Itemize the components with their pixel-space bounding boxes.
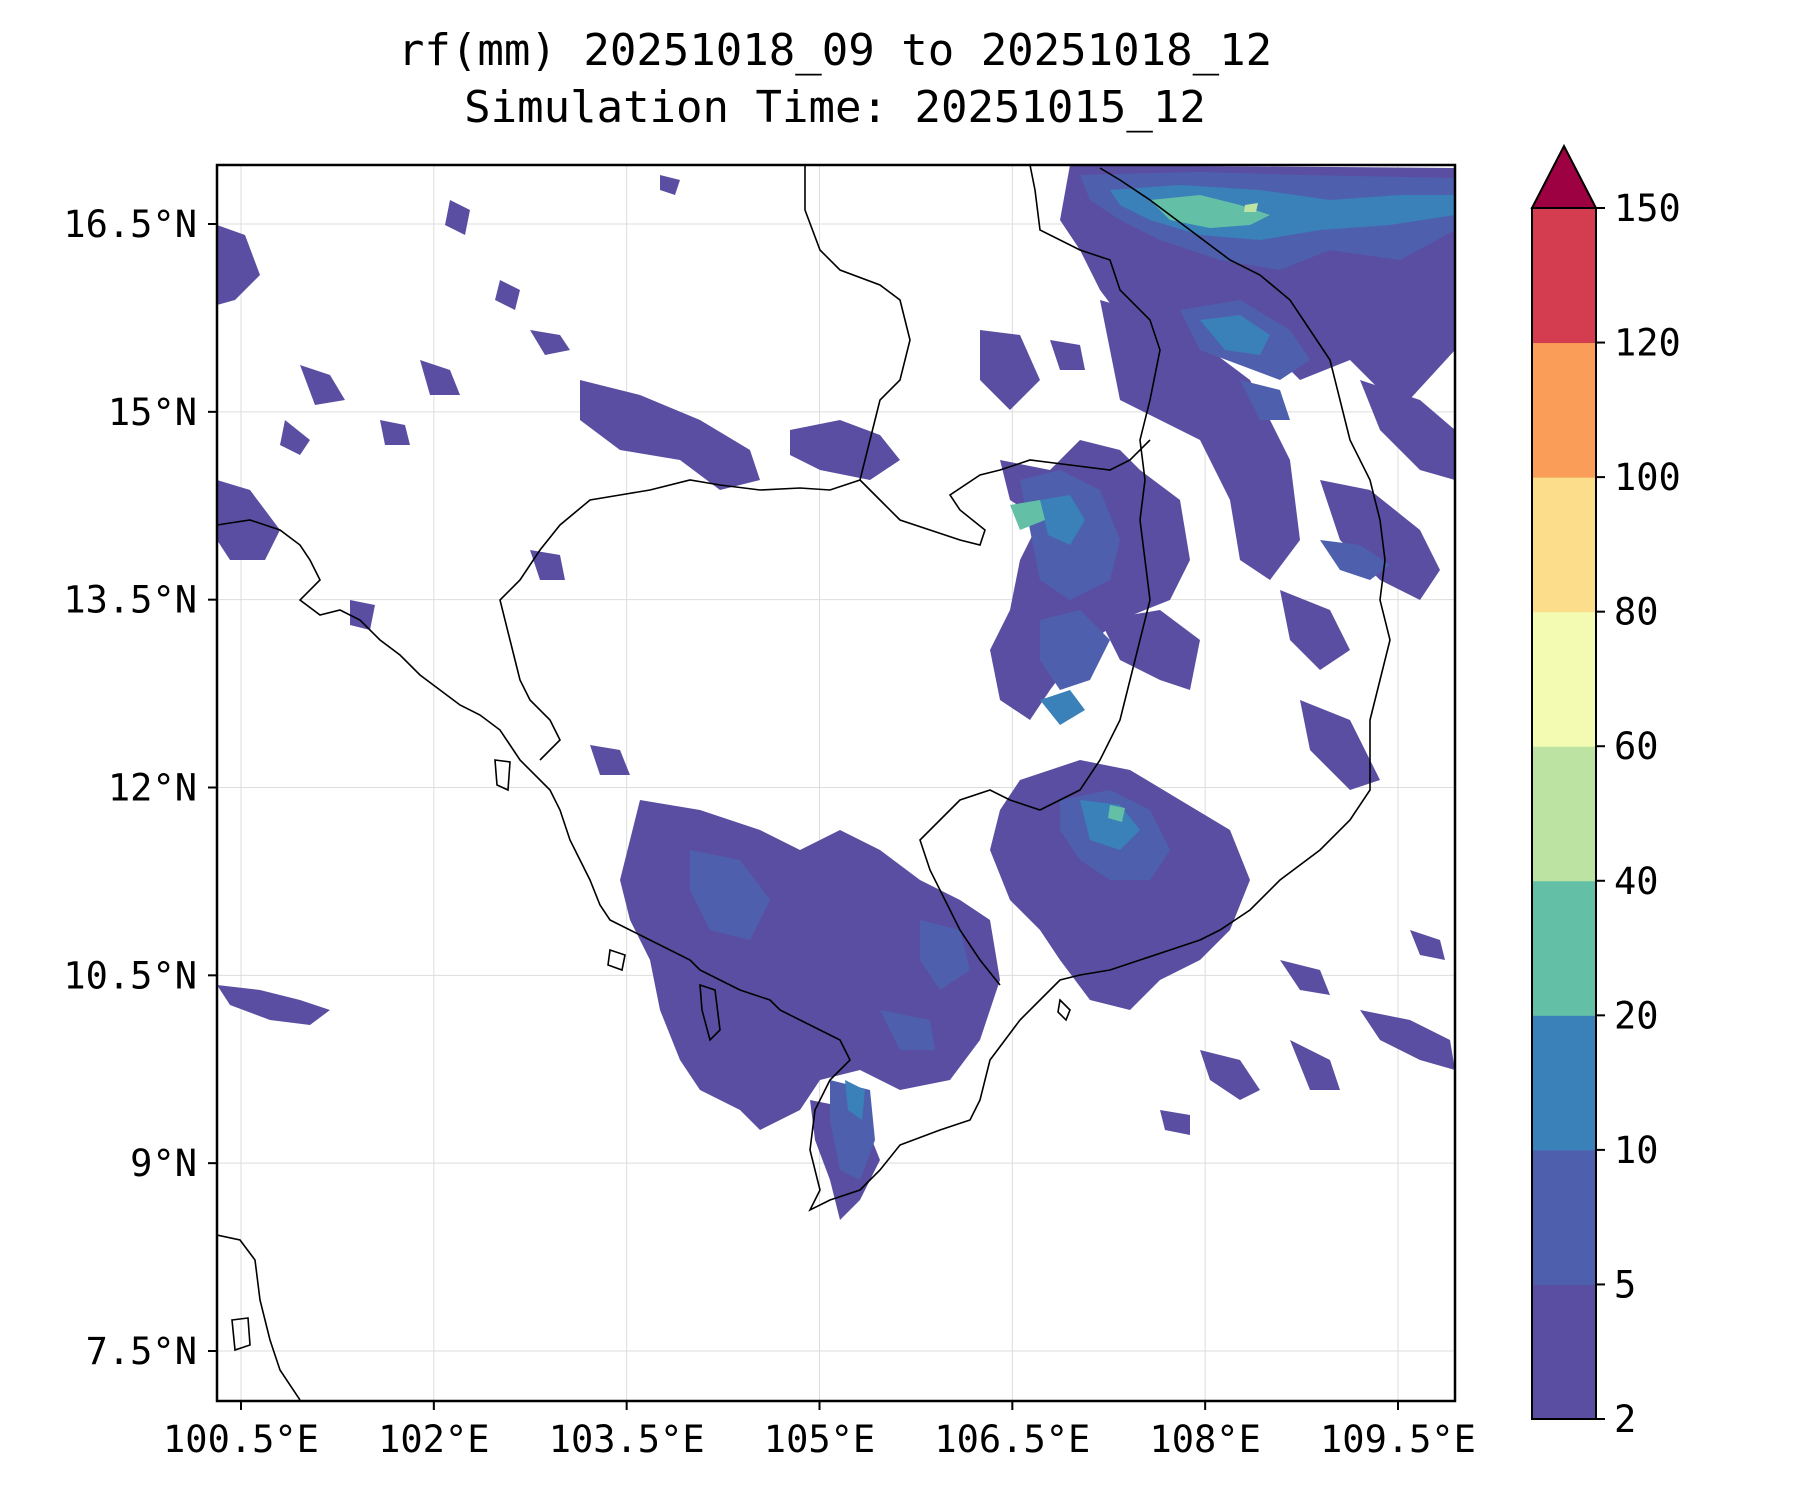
colorbar-extend-arrow — [1530, 143, 1598, 209]
longitude-axis: 100.5°E 102°E 103.5°E 105°E 106.5°E 108°E 109.… — [163, 1401, 1476, 1461]
rainfall-level-20-40 — [1010, 195, 1270, 822]
x-tick-label: 105°E — [764, 1418, 875, 1461]
colorbar-label: 40 — [1614, 860, 1659, 903]
colorbar-label: 2 — [1614, 1398, 1636, 1441]
colorbar-label: 20 — [1614, 994, 1659, 1037]
title-line-2: Simulation Time: 20251015_12 — [464, 82, 1206, 133]
map-area — [217, 165, 1455, 1401]
colorbar-label: 150 — [1614, 187, 1681, 230]
title-line-1: rf(mm) 20251018_09 to 20251018_12 — [398, 25, 1272, 76]
colorbar-label: 80 — [1614, 591, 1659, 634]
x-tick-label: 100.5°E — [163, 1418, 319, 1461]
x-tick-label: 108°E — [1149, 1418, 1260, 1461]
colorbar-label: 10 — [1614, 1129, 1659, 1172]
gridlines — [217, 165, 1455, 1401]
y-tick-label: 15°N — [108, 391, 197, 434]
coastlines-borders — [217, 165, 1391, 1401]
colorbar-segment — [1532, 1284, 1596, 1420]
colorbar-label: 60 — [1614, 725, 1659, 768]
colorbar-segment — [1532, 611, 1596, 747]
colorbar-label: 5 — [1614, 1263, 1636, 1306]
colorbar-segment — [1532, 1015, 1596, 1151]
colorbar-segment — [1532, 477, 1596, 613]
colorbar-segment — [1532, 880, 1596, 1016]
rainfall-level-40-60 — [1244, 203, 1258, 212]
rainfall-contours — [217, 165, 1455, 1220]
x-tick-label: 109.5°E — [1320, 1418, 1476, 1461]
x-tick-label: 106.5°E — [934, 1418, 1090, 1461]
y-tick-label: 13.5°N — [63, 579, 197, 622]
colorbar-segment — [1532, 1149, 1596, 1285]
latitude-axis: 16.5°N 15°N 13.5°N 12°N 10.5°N 9°N 7.5°N — [63, 203, 217, 1373]
x-tick-label: 103.5°E — [549, 1418, 705, 1461]
colorbar-segment — [1532, 342, 1596, 478]
y-tick-label: 16.5°N — [63, 203, 197, 246]
colorbar-segment — [1532, 208, 1596, 344]
y-tick-label: 12°N — [108, 767, 197, 810]
colorbar-frame — [1531, 207, 1597, 1420]
colorbar-label: 120 — [1614, 322, 1681, 365]
colorbar: 2 5 10 20 40 60 80 100 120 150 — [1530, 143, 1681, 1441]
y-tick-label: 9°N — [130, 1142, 197, 1185]
y-tick-label: 10.5°N — [63, 954, 197, 997]
colorbar-segment — [1532, 746, 1596, 882]
y-tick-label: 7.5°N — [86, 1330, 197, 1373]
x-tick-label: 102°E — [378, 1418, 489, 1461]
colorbar-label: 100 — [1614, 456, 1681, 499]
map-frame — [215, 163, 1457, 1403]
